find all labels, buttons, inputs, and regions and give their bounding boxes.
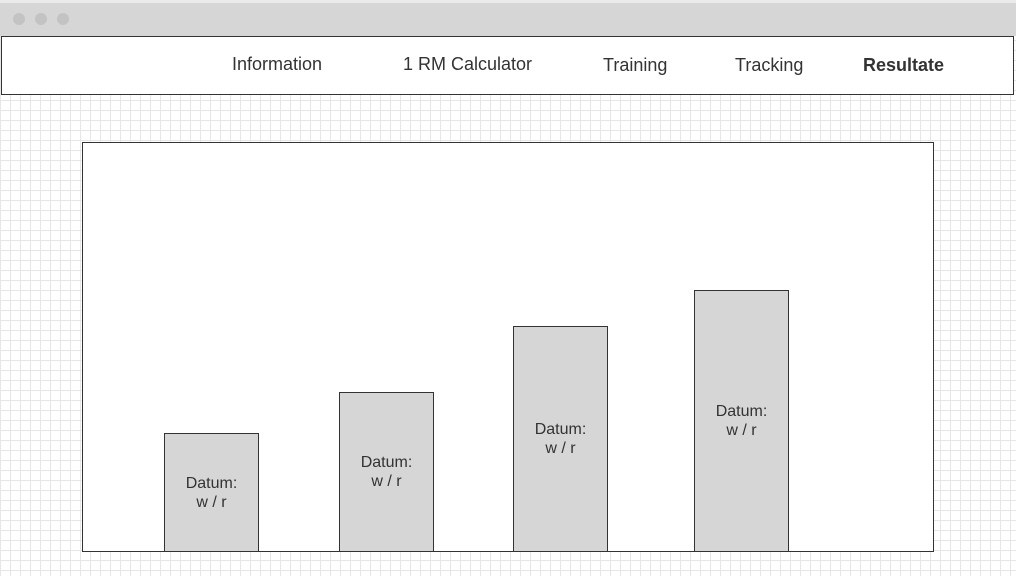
nav-item-information[interactable]: Information [232,54,323,74]
close-window-dot-icon[interactable] [13,13,25,25]
minimize-window-dot-icon[interactable] [35,13,47,25]
chart-bar: Datum: w / r [164,433,259,552]
bar-weight-reps-label: w / r [545,440,576,457]
bar-weight-reps-label: w / r [371,473,402,490]
window-titlebar [0,0,1016,36]
nav-item-resultate[interactable]: Resultate [863,55,945,75]
nav-item-training[interactable]: Training [603,55,668,75]
bar-weight-reps-label: w / r [196,493,227,511]
chart-bar: Datum: w / r [513,326,608,552]
nav-item-1rm-calculator[interactable]: 1 RM Calculator [403,54,533,74]
results-bar-chart: Datum: w / r Datum: w / r Datum: w / r Datum: w… [82,142,934,552]
bar-date-label: Datum: [534,421,587,438]
chart-bar: Datum: w / r [339,392,434,552]
bar-date-label: Datum: [185,474,238,492]
top-navigation-bar: Information 1 RM Calculator Training Tra… [1,36,1014,95]
bar-date-label: Datum: [715,403,768,420]
chart-bar: Datum: w / r [694,290,789,552]
bar-date-label: Datum: [360,454,413,471]
nav-item-tracking[interactable]: Tracking [735,55,804,75]
bar-weight-reps-label: w / r [726,422,757,439]
maximize-window-dot-icon[interactable] [57,13,69,25]
